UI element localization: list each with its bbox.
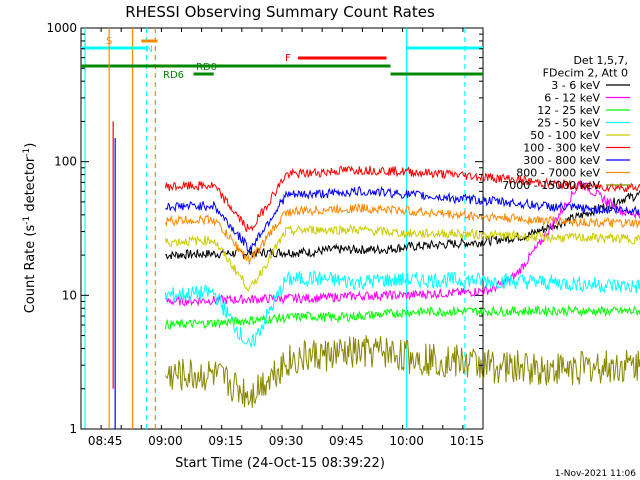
y-tick-label: 1 (69, 422, 77, 436)
legend-entry-label: 800 - 7000 keV (516, 167, 600, 180)
flag-label-f: F (285, 53, 291, 64)
legend-entry-label: 25 - 50 keV (537, 117, 600, 130)
y-tick-label: 10 (62, 288, 77, 302)
y-axis-label-end: ) (23, 143, 38, 148)
x-tick-label: 10:00 (389, 434, 424, 448)
footer-date: 1-Nov-2021 11:06 (555, 469, 637, 479)
x-tick-label: 08:45 (88, 434, 123, 448)
y-axis-label-sup2: -1 (22, 148, 32, 157)
x-tick-label: 10:15 (450, 434, 485, 448)
x-tick-label: 09:00 (148, 434, 183, 448)
legend-entry-label: 7000 - 15000 keV (502, 179, 600, 192)
x-axis-label: Start Time (24-Oct-15 08:39:22) (175, 456, 385, 471)
series-line (164, 165, 640, 232)
legend-header: Det 1,5,7, (573, 54, 628, 67)
x-tick-label: 09:15 (208, 434, 243, 448)
flag-label-rd6: RD6 (163, 70, 184, 81)
legend-entry-label: 300 - 800 keV (523, 154, 600, 167)
flag-label-n: N (146, 45, 153, 55)
y-axis-label-main: Count Rate (s (23, 225, 38, 314)
y-axis-ticks: 1 10 100 1000 (46, 21, 483, 436)
series-line (164, 223, 640, 292)
y-tick-label: 100 (54, 155, 77, 169)
legend-entry-label: 100 - 300 keV (523, 142, 600, 155)
legend-entry-label: 12 - 25 keV (537, 104, 600, 117)
series-line (164, 203, 640, 265)
flag-label-rd0: RD0 (196, 62, 217, 73)
series-line (165, 189, 640, 260)
y-axis-label: Count Rate (s-1 detector-1) (22, 143, 38, 314)
flag-bars (81, 28, 483, 429)
y-axis-label-mid: detector (23, 156, 38, 216)
x-axis-ticks: 08:45 09:00 09:15 09:30 09:45 10:00 10:15 (80, 28, 485, 448)
chart-title: RHESSI Observing Summary Count Rates (125, 3, 435, 21)
y-tick-label: 1000 (46, 21, 77, 35)
series-layer (164, 165, 640, 408)
y-axis-label-sup1: -1 (22, 216, 32, 225)
legend-entry-label: 50 - 100 keV (530, 129, 600, 142)
x-tick-label: 09:30 (269, 434, 304, 448)
legend-entry-label: 3 - 6 keV (551, 79, 600, 92)
series-line (165, 185, 640, 252)
series-line (164, 304, 640, 330)
series-line (164, 179, 640, 307)
series-line (164, 335, 640, 408)
flag-label-s: S (106, 36, 112, 47)
series-line (164, 269, 640, 348)
x-tick-label: 09:45 (329, 434, 364, 448)
legend-entry-label: 6 - 12 keV (544, 92, 600, 105)
legend-header: FDecim 2, Att 0 (543, 67, 628, 80)
